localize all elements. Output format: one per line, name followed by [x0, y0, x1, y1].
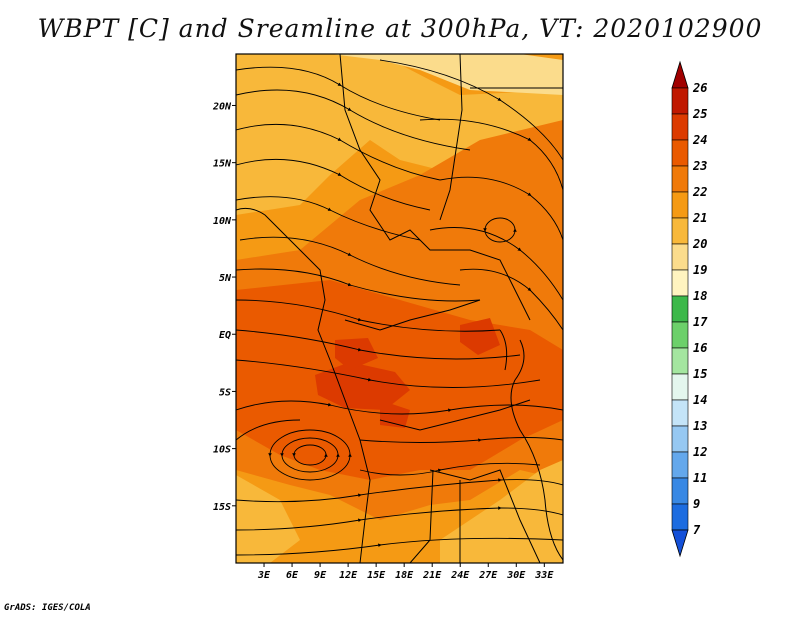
- colorbar-label: 16: [693, 341, 707, 355]
- colorbar-label: 11: [693, 471, 707, 485]
- colorbar-label: 26: [692, 81, 707, 95]
- colorbar-label: 7: [693, 523, 701, 537]
- y-tick-label: EQ: [219, 330, 231, 341]
- colorbar-label: 25: [692, 107, 707, 121]
- x-tick-label: 30E: [506, 570, 526, 581]
- x-tick-label: 3E: [257, 570, 271, 581]
- colorbar-label: 24: [692, 133, 707, 147]
- y-tick-label: 10N: [213, 216, 232, 227]
- x-tick-label: 18E: [395, 570, 414, 581]
- field-region-19-north: [330, 54, 563, 95]
- colorbar-bin: [671, 191, 689, 219]
- colorbar-label: 23: [692, 159, 707, 173]
- y-axis: 20N 15N 10N 5N EQ 5S 10S 15S: [212, 101, 236, 513]
- field-region-20-southwest: [236, 475, 300, 563]
- map-frame: [235, 53, 564, 564]
- colorbar-bottom-arrow: [671, 529, 689, 558]
- field-core-24-east: [460, 318, 500, 355]
- grads-credit: GrADS: IGES/COLA: [4, 603, 91, 613]
- x-tick-label: 24E: [450, 570, 470, 581]
- y-tick-label: 20N: [212, 101, 232, 112]
- colorbar-bin: [671, 373, 689, 401]
- y-tick-label: 15S: [213, 502, 231, 513]
- colorbar-bin: [671, 87, 689, 115]
- colorbar-bin: [671, 217, 689, 245]
- streamline-overlay: [236, 59, 563, 556]
- colorbar-label: 20: [692, 237, 707, 251]
- y-tick-label: 5S: [219, 387, 231, 398]
- colorbar-bin: [671, 113, 689, 141]
- colorbar: 26 25 24 23 22 21 20 19 18 17 16 15 14 13 12 11 9 7: [671, 60, 708, 558]
- colorbar-top-arrow: [671, 60, 689, 89]
- x-tick-label: 33E: [534, 570, 554, 581]
- x-axis: 3E 6E 9E 12E 15E 18E 21E 24E 27E 30E 33E: [257, 563, 554, 581]
- colorbar-label: 22: [692, 185, 707, 199]
- colorbar-bin: [671, 295, 689, 323]
- colorbar-label: 9: [693, 497, 700, 511]
- y-tick-label: 15N: [213, 159, 232, 170]
- y-tick-label: 5N: [219, 273, 232, 284]
- colorbar-bin: [671, 165, 689, 193]
- map-panel: [236, 54, 563, 563]
- colorbar-bin: [671, 503, 689, 531]
- colorbar-bin: [671, 425, 689, 453]
- x-tick-label: 6E: [286, 570, 299, 581]
- colorbar-label: 21: [692, 211, 707, 225]
- x-tick-label: 27E: [478, 570, 498, 581]
- x-tick-label: 15E: [367, 570, 386, 581]
- colorbar-bin: [671, 243, 689, 271]
- colorbar-label: 19: [693, 263, 707, 277]
- x-tick-label: 9E: [314, 570, 327, 581]
- colorbar-label: 18: [693, 289, 707, 303]
- colorbar-bin: [671, 477, 689, 505]
- chart-title: WBPT [C] and Sreamline at 300hPa, VT: 20…: [37, 14, 763, 43]
- x-tick-label: 21E: [422, 570, 442, 581]
- colorbar-bin: [671, 451, 689, 479]
- colorbar-bin: [671, 399, 689, 427]
- x-tick-label: 12E: [339, 570, 358, 581]
- colorbar-label: 15: [693, 367, 707, 381]
- colorbar-label: 17: [693, 315, 708, 329]
- country-boundaries: [236, 54, 563, 563]
- colorbar-bin: [671, 321, 689, 349]
- colorbar-bin: [671, 139, 689, 167]
- y-tick-label: 10S: [213, 445, 231, 456]
- field-region-20-north: [236, 54, 563, 215]
- colorbar-label: 14: [693, 393, 707, 407]
- field-core-24-basin: [335, 338, 378, 370]
- colorbar-label: 12: [693, 445, 707, 459]
- colorbar-bin: [671, 347, 689, 375]
- colorbar-label: 13: [693, 419, 707, 433]
- colorbar-bin: [671, 269, 689, 297]
